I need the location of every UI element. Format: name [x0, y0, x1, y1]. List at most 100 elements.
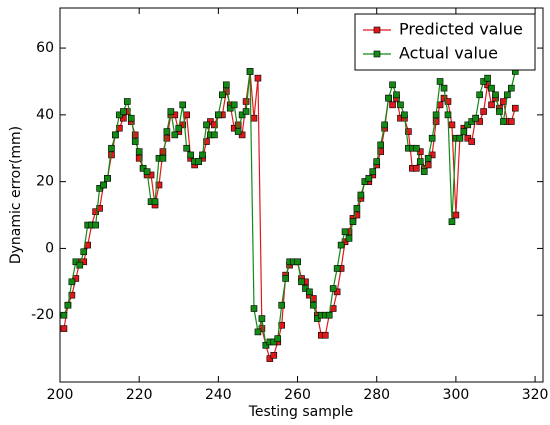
data-point	[242, 98, 250, 105]
data-point	[353, 211, 361, 219]
data-point	[500, 118, 507, 125]
legend-box	[354, 13, 536, 71]
data-point	[413, 144, 420, 152]
data-point	[270, 351, 278, 359]
data-point	[484, 74, 491, 82]
data-point	[424, 161, 432, 169]
data-point	[195, 158, 202, 165]
data-point	[381, 121, 388, 129]
data-point	[361, 178, 369, 185]
data-point	[377, 148, 384, 155]
data-point	[124, 98, 131, 105]
data-point	[321, 331, 329, 339]
y-tick-label: 60	[36, 40, 54, 56]
data-point	[187, 151, 194, 159]
data-point	[175, 124, 183, 132]
data-point	[64, 301, 72, 309]
data-point	[250, 114, 258, 122]
y-tick-label: 0	[45, 240, 54, 256]
data-point	[314, 315, 321, 322]
data-point	[68, 291, 76, 299]
data-point	[369, 168, 377, 175]
data-point	[203, 121, 210, 129]
legend-label: Predicted value	[399, 20, 523, 39]
data-point	[310, 295, 317, 302]
data-point	[183, 111, 190, 119]
data-point	[325, 311, 333, 319]
data-point	[349, 218, 357, 226]
data-point	[420, 168, 428, 175]
y-tick-label: -20	[31, 307, 54, 323]
data-point	[60, 311, 68, 319]
data-point	[508, 84, 515, 92]
data-point	[120, 114, 127, 122]
data-point	[282, 275, 289, 282]
data-point	[393, 91, 400, 99]
data-point	[199, 151, 206, 159]
data-point	[68, 278, 76, 286]
data-point	[357, 191, 365, 199]
data-point	[444, 98, 452, 105]
data-point	[60, 325, 68, 332]
data-point	[464, 134, 472, 142]
data-point	[163, 128, 171, 135]
data-point	[401, 111, 408, 119]
data-point	[151, 198, 159, 205]
data-point	[254, 328, 262, 336]
data-point	[333, 288, 341, 296]
data-point	[456, 134, 464, 142]
data-point	[116, 111, 123, 119]
data-point	[329, 285, 337, 292]
data-point	[480, 78, 487, 85]
data-point	[238, 111, 246, 119]
data-point	[464, 121, 472, 129]
data-point	[92, 221, 99, 229]
data-point	[215, 111, 222, 119]
data-point	[135, 148, 143, 155]
data-point	[476, 118, 483, 125]
data-point	[306, 288, 313, 296]
data-point	[242, 108, 250, 115]
data-point	[274, 335, 282, 342]
data-point	[135, 154, 143, 162]
data-point	[432, 111, 440, 119]
data-point	[131, 131, 139, 139]
data-point	[183, 144, 190, 152]
data-point	[278, 321, 286, 329]
data-point	[476, 91, 483, 99]
data-point	[413, 164, 420, 172]
data-point	[100, 181, 107, 189]
data-point	[444, 111, 452, 119]
data-point	[496, 108, 503, 115]
data-point	[72, 258, 80, 266]
data-point	[440, 84, 448, 92]
data-point	[219, 91, 226, 99]
data-point	[298, 278, 305, 286]
data-point	[511, 104, 519, 112]
data-point	[278, 301, 286, 309]
data-point	[353, 205, 361, 212]
data-point	[488, 101, 495, 109]
data-point	[294, 258, 301, 266]
data-point	[139, 164, 147, 172]
data-point	[246, 68, 254, 75]
data-point	[163, 134, 171, 142]
legend-marker	[373, 50, 381, 58]
x-axis-label: Testing sample	[248, 404, 354, 420]
data-point	[207, 118, 214, 125]
data-point	[432, 118, 440, 125]
data-point	[397, 101, 404, 109]
data-point	[377, 141, 384, 149]
data-point	[108, 144, 115, 152]
data-point	[250, 305, 258, 312]
data-point	[203, 138, 210, 145]
data-point	[230, 101, 238, 109]
data-point	[436, 78, 444, 85]
data-point	[131, 138, 139, 145]
data-point	[389, 81, 396, 89]
data-point	[80, 248, 88, 256]
data-point	[405, 128, 412, 135]
data-point	[452, 211, 460, 219]
data-point	[448, 218, 456, 226]
data-point	[222, 81, 230, 89]
